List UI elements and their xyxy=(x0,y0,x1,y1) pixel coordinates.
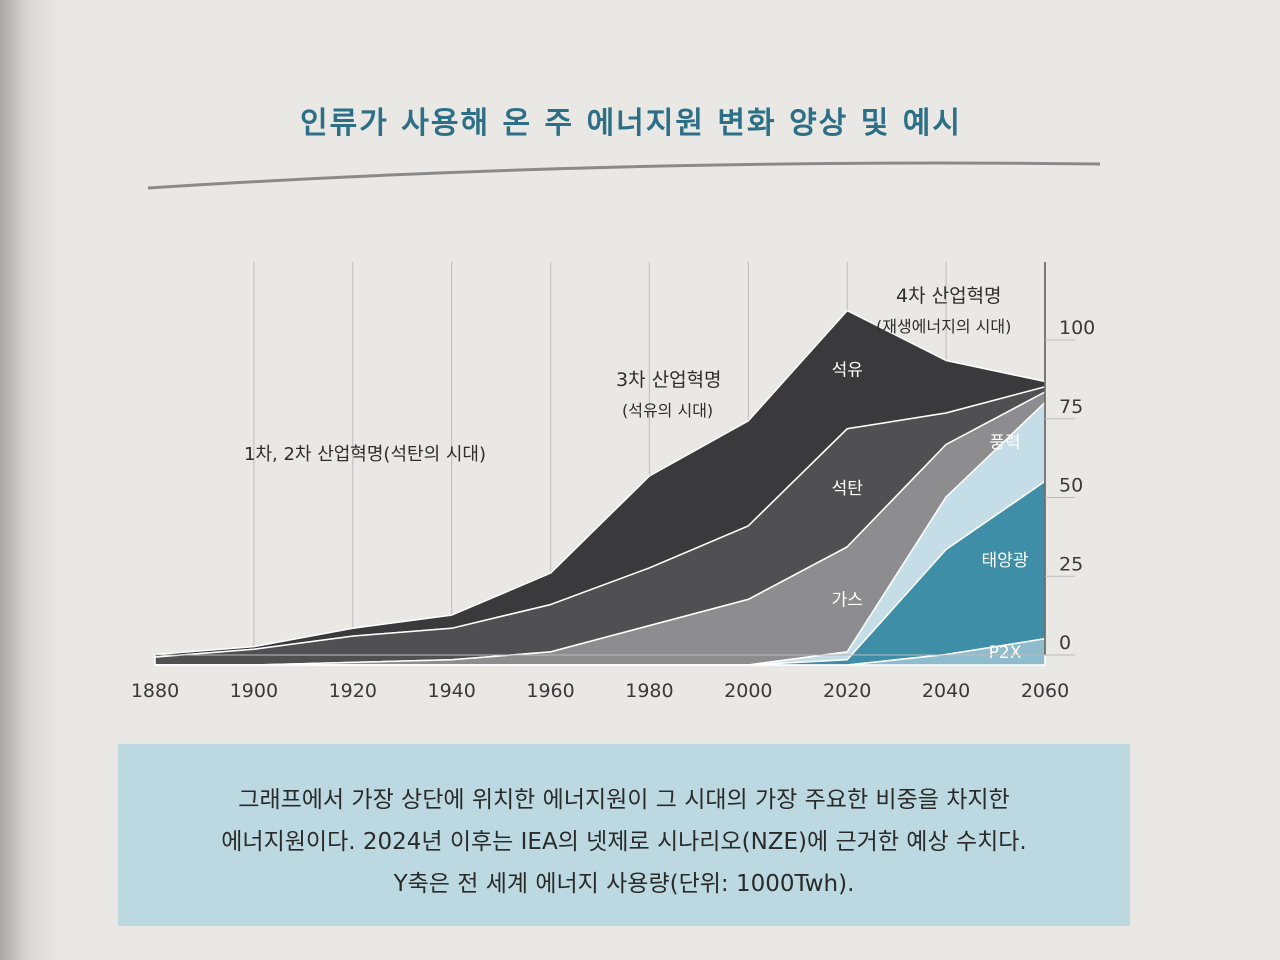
band-label-P2X: P2X xyxy=(989,643,1022,663)
x-tick-label-1940: 1940 xyxy=(427,680,475,702)
chart-axes: 0 25 50 75 100 1880 1900 1920 1940 1960 1980 2000 20… xyxy=(131,262,1095,702)
band-label-풍력: 풍력 xyxy=(989,433,1020,453)
annotation-era-3-sub: (석유의 시대) xyxy=(622,401,713,420)
chart-bands xyxy=(154,309,1046,666)
book-page-edge xyxy=(0,0,60,960)
caption-line-1: 그래프에서 가장 상단에 위치한 에너지원이 그 시대의 가장 주요한 비중을 … xyxy=(238,787,1010,813)
x-tick-label-1980: 1980 xyxy=(625,680,673,702)
x-tick-label-2000: 2000 xyxy=(724,680,772,702)
title-underline xyxy=(147,161,1101,190)
y-tick-label-75: 75 xyxy=(1059,396,1083,418)
x-tick-label-2020: 2020 xyxy=(823,680,871,702)
page-title: 인류가 사용해 온 주 에너지원 변화 양상 및 예시 xyxy=(300,106,962,141)
x-tick-label-1880: 1880 xyxy=(131,680,179,702)
y-tick-label-50: 50 xyxy=(1059,475,1083,497)
y-tick-label-25: 25 xyxy=(1059,553,1083,575)
x-tick-label-2040: 2040 xyxy=(922,680,970,702)
annotation-era-4-sub: (재생에너지의 시대) xyxy=(876,317,1011,336)
annotation-era-4: 4차 산업혁명 xyxy=(896,285,1002,307)
caption-box: 그래프에서 가장 상단에 위치한 에너지원이 그 시대의 가장 주요한 비중을 … xyxy=(118,744,1130,926)
band-label-석탄: 석탄 xyxy=(832,479,864,499)
band-label-가스: 가스 xyxy=(832,590,863,610)
annotation-era-1-2: 1차, 2차 산업혁명(석탄의 시대) xyxy=(244,444,486,465)
y-tick-label-100: 100 xyxy=(1059,317,1095,339)
y-tick-label-0: 0 xyxy=(1059,632,1071,654)
x-tick-label-1920: 1920 xyxy=(329,680,377,702)
x-tick-label-1960: 1960 xyxy=(526,680,574,702)
x-tick-label-1900: 1900 xyxy=(230,680,278,702)
annotation-era-3: 3차 산업혁명 xyxy=(616,369,722,391)
band-label-태양광: 태양광 xyxy=(982,551,1029,571)
x-tick-label-2060: 2060 xyxy=(1021,680,1069,702)
band-label-석유: 석유 xyxy=(832,361,863,381)
caption-line-2: 에너지원이다. 2024년 이후는 IEA의 넷제로 시나리오(NZE)에 근거… xyxy=(221,829,1027,855)
caption-line-3: Y축은 전 세계 에너지 사용량(단위: 1000Twh). xyxy=(393,871,855,897)
